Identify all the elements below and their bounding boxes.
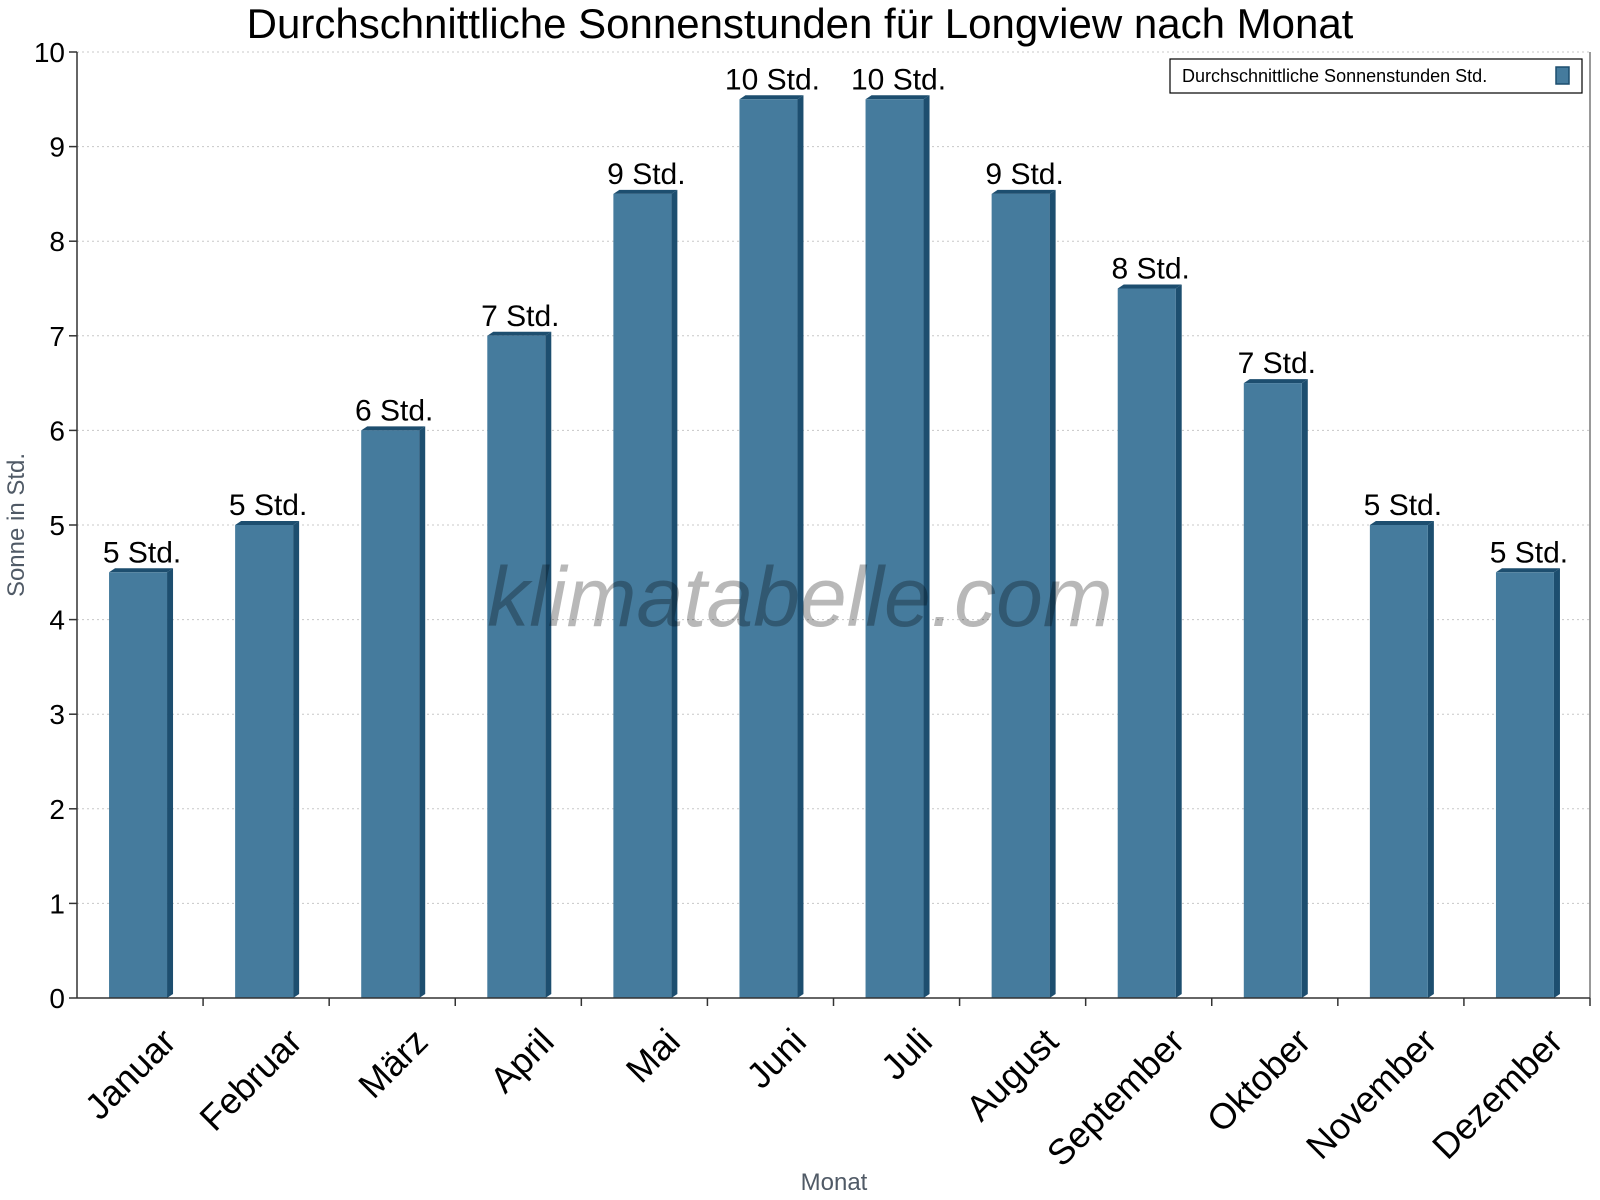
bar-top xyxy=(109,568,174,573)
y-tick-label: 9 xyxy=(49,132,65,163)
bar-top xyxy=(739,95,804,100)
bar xyxy=(1117,288,1176,998)
x-tick-label: Juli xyxy=(873,1020,940,1087)
x-tick-label: Mai xyxy=(618,1020,688,1090)
data-label: 6 Std. xyxy=(355,394,433,427)
bar-side xyxy=(1301,379,1308,999)
x-tick-label: September xyxy=(1039,1020,1193,1174)
x-tick-label: März xyxy=(350,1020,436,1106)
bar xyxy=(109,572,168,998)
y-axis-title: Sonne in Std. xyxy=(3,453,30,597)
x-tick-label: Juni xyxy=(738,1020,814,1096)
bar-top xyxy=(991,189,1056,194)
bar-side xyxy=(1427,521,1434,998)
data-label: 5 Std. xyxy=(229,489,307,522)
bar xyxy=(865,99,924,999)
bar-side xyxy=(797,95,804,999)
bar-side xyxy=(671,189,678,998)
y-tick-label: 8 xyxy=(49,226,65,257)
y-tick-label: 10 xyxy=(34,37,65,68)
y-axis-ticks: 0 1 2 3 4 5 6 7 8 9 10 xyxy=(34,37,77,1014)
x-tick-label: November xyxy=(1298,1020,1444,1166)
bar-top xyxy=(1369,521,1434,525)
data-label: 9 Std. xyxy=(607,158,685,191)
bar-side xyxy=(419,426,426,998)
x-axis-title: Monat xyxy=(801,1169,868,1196)
bar-top xyxy=(865,95,930,100)
bar-side xyxy=(293,521,300,998)
legend-label: Durchschnittliche Sonnenstunden Std. xyxy=(1182,66,1487,86)
x-tick-label: Dezember xyxy=(1424,1020,1570,1166)
bar xyxy=(991,193,1050,998)
bar-side xyxy=(1049,189,1056,998)
x-axis-ticks: Januar Februar März April Mai Juni Juli AugustS… xyxy=(77,998,1591,1174)
bar-top xyxy=(1495,568,1560,573)
y-tick-label: 6 xyxy=(49,415,65,446)
bar-side xyxy=(923,95,930,999)
bar xyxy=(1243,383,1302,999)
watermark: klimatabelle.com xyxy=(487,550,1113,644)
grid-lines xyxy=(77,51,1590,904)
bar-top xyxy=(613,189,678,194)
bar xyxy=(613,193,672,998)
bars: 5 Std. 5 Std. 6 Std. 7 Std. 9 Std. 10 Std. 10 … xyxy=(103,63,1568,999)
y-tick-label: 1 xyxy=(49,888,65,919)
bar xyxy=(361,430,420,998)
bar-top xyxy=(1117,284,1182,289)
x-tick-label: Februar xyxy=(191,1020,309,1138)
x-tick-label: Januar xyxy=(77,1020,184,1127)
legend-swatch xyxy=(1555,66,1570,85)
bar xyxy=(487,335,546,998)
y-tick-label: 5 xyxy=(49,510,65,541)
data-label: 5 Std. xyxy=(1364,489,1442,522)
bar xyxy=(1369,525,1428,998)
bar-top xyxy=(487,331,552,336)
data-label: 7 Std. xyxy=(1238,347,1316,380)
bar-side xyxy=(545,331,552,998)
bar-side xyxy=(1553,568,1560,998)
data-label: 5 Std. xyxy=(103,536,181,569)
chart-title: Durchschnittliche Sonnenstunden für Long… xyxy=(247,0,1354,47)
data-label: 10 Std. xyxy=(725,63,820,96)
bar-top xyxy=(1243,379,1308,384)
bar-side xyxy=(1175,284,1182,998)
y-tick-label: 0 xyxy=(49,983,65,1014)
legend: Durchschnittliche Sonnenstunden Std. xyxy=(1169,58,1583,94)
legend-box xyxy=(1169,58,1583,94)
data-label: 8 Std. xyxy=(1112,253,1190,286)
bar xyxy=(1495,572,1554,998)
x-tick-label: August xyxy=(958,1020,1066,1128)
y-tick-label: 7 xyxy=(49,321,65,352)
data-label: 10 Std. xyxy=(851,63,946,96)
bar xyxy=(739,99,798,999)
data-label: 9 Std. xyxy=(985,158,1063,191)
bar xyxy=(235,525,294,998)
bar-side xyxy=(167,568,174,998)
x-tick-label: Oktober xyxy=(1199,1020,1319,1140)
y-tick-label: 4 xyxy=(49,605,65,636)
bar-top xyxy=(361,426,426,431)
data-label: 7 Std. xyxy=(481,300,559,333)
data-label: 5 Std. xyxy=(1490,536,1568,569)
bar-top xyxy=(235,521,300,525)
y-tick-label: 2 xyxy=(49,794,65,825)
x-tick-label: April xyxy=(482,1020,562,1100)
y-tick-label: 3 xyxy=(49,699,65,730)
